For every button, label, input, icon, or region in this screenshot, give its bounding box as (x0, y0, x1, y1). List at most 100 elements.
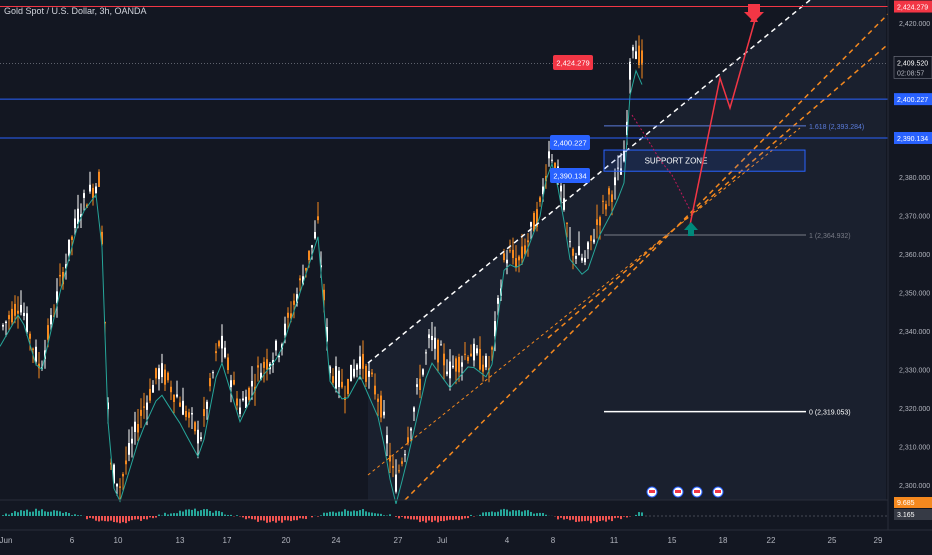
histogram-bar (230, 515, 232, 516)
histogram-bar (518, 510, 520, 516)
histogram-bar (227, 515, 229, 516)
candle-body (461, 362, 463, 366)
candle-body (443, 354, 445, 366)
histogram-bar (584, 516, 586, 521)
candle-body (29, 334, 31, 339)
histogram-bar (464, 516, 466, 518)
candle-body (503, 253, 505, 260)
current-price-label: 2,409.520 (897, 60, 928, 67)
histogram-bar (503, 509, 505, 516)
candle-body (158, 368, 160, 379)
histogram-bar (176, 513, 178, 516)
candle-body (32, 349, 34, 350)
histogram-bar (623, 516, 625, 517)
candle-body (632, 47, 634, 50)
candle-body (404, 454, 406, 455)
candle-body (284, 324, 286, 336)
histogram-bar (128, 516, 130, 521)
histogram-bar (56, 511, 58, 516)
histogram-bar (440, 516, 442, 521)
candle-body (491, 347, 493, 349)
candle-body (578, 246, 580, 255)
candle-body (218, 341, 220, 346)
histogram-bar (185, 510, 187, 516)
candle-body (131, 439, 133, 444)
candle-body (173, 395, 175, 402)
histogram-bar (332, 512, 334, 516)
histogram-bar (197, 511, 199, 516)
histogram-bar (395, 516, 397, 517)
histogram-bar (254, 516, 256, 520)
candle-body (197, 430, 199, 444)
histogram-bar (458, 516, 460, 520)
histogram-bar (515, 511, 517, 516)
candle-body (176, 394, 178, 396)
histogram-bar (296, 516, 298, 520)
candle-body (314, 232, 316, 238)
histogram-bar (98, 516, 100, 521)
candle-body (338, 371, 340, 387)
candle-body (386, 435, 388, 443)
candle-body (635, 51, 637, 59)
candle-body (50, 315, 52, 324)
candle-body (470, 354, 472, 357)
histogram-bar (431, 516, 433, 522)
candle-body (593, 240, 595, 243)
histogram-bar (377, 514, 379, 516)
candle-body (515, 258, 517, 267)
histogram-bar (284, 516, 286, 520)
candle-body (95, 186, 97, 193)
channel-shade (368, 0, 886, 500)
candle-body (422, 369, 424, 374)
candle-body (431, 336, 433, 340)
histogram-bar (17, 512, 19, 516)
candle-body (224, 348, 226, 358)
candle-body (518, 256, 520, 260)
histogram-bar (383, 515, 385, 516)
histogram-bar (272, 516, 274, 521)
candle-body (485, 356, 487, 367)
histogram-bar (92, 516, 94, 519)
histogram-bar (158, 515, 160, 516)
histogram-bar (245, 516, 247, 519)
y-tick-label: 2,360.000 (899, 252, 930, 259)
candle-body (227, 357, 229, 370)
histogram-bar (425, 516, 427, 523)
candle-body (572, 249, 574, 256)
candle-body (611, 194, 613, 202)
histogram-bar (65, 512, 67, 516)
histogram-bar (374, 513, 376, 516)
histogram-bar (539, 513, 541, 516)
candle-body (149, 389, 151, 401)
histogram-bar (566, 516, 568, 519)
histogram-bar (356, 511, 358, 516)
histogram-bar (155, 516, 157, 518)
histogram-bar (218, 511, 220, 516)
candle-body (560, 186, 562, 192)
histogram-bar (467, 516, 469, 518)
x-tick-label: Jun (0, 536, 12, 545)
indicator-histogram (2, 509, 643, 524)
candle-body (584, 258, 586, 262)
y-tick-label: 2,330.000 (899, 368, 930, 375)
histogram-bar (488, 512, 490, 516)
histogram-bar (5, 514, 7, 516)
histogram-bar (620, 516, 622, 519)
candle-body (233, 380, 235, 385)
candle-body (92, 188, 94, 198)
candle-body (455, 358, 457, 371)
candle-body (188, 412, 190, 418)
histogram-bar (587, 516, 589, 521)
candle-body (212, 372, 214, 373)
candle-body (530, 222, 532, 227)
candle-body (506, 260, 508, 264)
y-axis-panel (888, 0, 932, 550)
histogram-bar (194, 509, 196, 516)
histogram-bar (449, 516, 451, 520)
histogram-bar (134, 516, 136, 519)
candle-body (374, 386, 376, 395)
candle-body (8, 315, 10, 319)
histogram-bar (107, 516, 109, 521)
